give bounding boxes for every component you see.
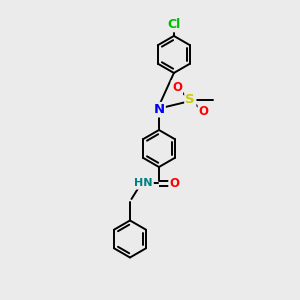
Text: O: O: [199, 105, 209, 118]
Text: Cl: Cl: [167, 18, 181, 31]
Text: O: O: [172, 81, 182, 94]
Text: O: O: [169, 177, 179, 190]
Text: N: N: [153, 103, 164, 116]
Text: S: S: [185, 93, 195, 106]
Text: HN: HN: [134, 178, 153, 188]
